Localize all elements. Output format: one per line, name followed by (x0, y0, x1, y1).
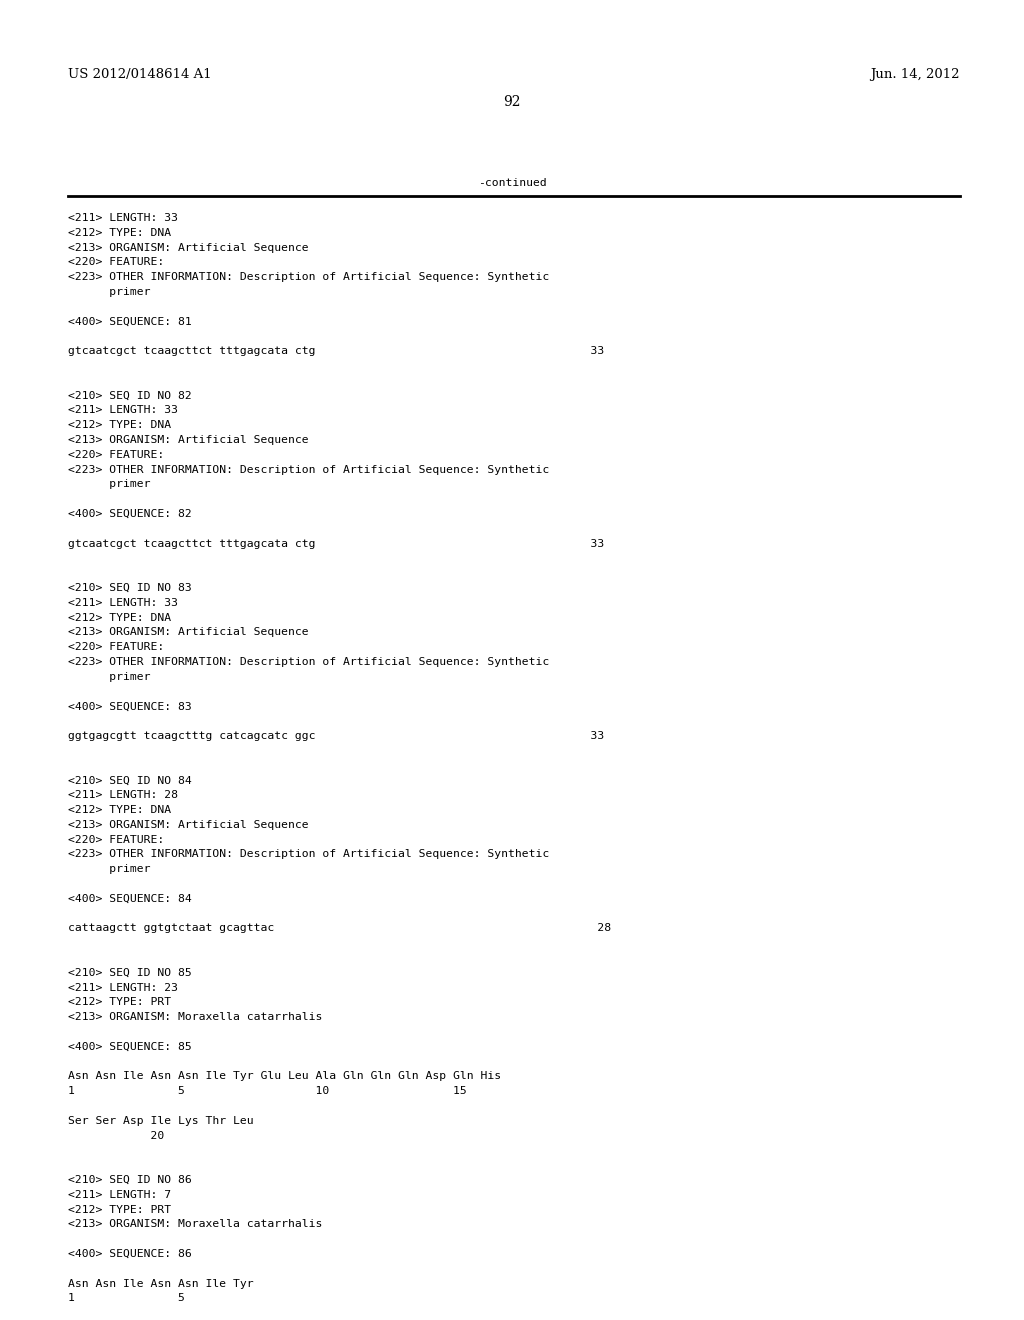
Text: Asn Asn Ile Asn Asn Ile Tyr Glu Leu Ala Gln Gln Gln Asp Gln His: Asn Asn Ile Asn Asn Ile Tyr Glu Leu Ala … (68, 1072, 501, 1081)
Text: <213> ORGANISM: Moraxella catarrhalis: <213> ORGANISM: Moraxella catarrhalis (68, 1220, 323, 1229)
Text: Ser Ser Asp Ile Lys Thr Leu: Ser Ser Asp Ile Lys Thr Leu (68, 1115, 254, 1126)
Text: <211> LENGTH: 23: <211> LENGTH: 23 (68, 982, 178, 993)
Text: cattaagctt ggtgtctaat gcagttac                                               28: cattaagctt ggtgtctaat gcagttac 28 (68, 924, 611, 933)
Text: <210> SEQ ID NO 83: <210> SEQ ID NO 83 (68, 583, 191, 593)
Text: <212> TYPE: DNA: <212> TYPE: DNA (68, 612, 171, 623)
Text: <223> OTHER INFORMATION: Description of Artificial Sequence: Synthetic: <223> OTHER INFORMATION: Description of … (68, 272, 549, 282)
Text: <211> LENGTH: 28: <211> LENGTH: 28 (68, 791, 178, 800)
Text: <400> SEQUENCE: 81: <400> SEQUENCE: 81 (68, 317, 191, 326)
Text: <400> SEQUENCE: 82: <400> SEQUENCE: 82 (68, 510, 191, 519)
Text: <210> SEQ ID NO 82: <210> SEQ ID NO 82 (68, 391, 191, 400)
Text: <213> ORGANISM: Artificial Sequence: <213> ORGANISM: Artificial Sequence (68, 820, 308, 830)
Text: Jun. 14, 2012: Jun. 14, 2012 (870, 69, 961, 81)
Text: <223> OTHER INFORMATION: Description of Artificial Sequence: Synthetic: <223> OTHER INFORMATION: Description of … (68, 657, 549, 667)
Text: <212> TYPE: DNA: <212> TYPE: DNA (68, 228, 171, 238)
Text: <400> SEQUENCE: 84: <400> SEQUENCE: 84 (68, 894, 191, 904)
Text: <220> FEATURE:: <220> FEATURE: (68, 257, 164, 268)
Text: primer: primer (68, 286, 151, 297)
Text: primer: primer (68, 865, 151, 874)
Text: <211> LENGTH: 33: <211> LENGTH: 33 (68, 405, 178, 416)
Text: <213> ORGANISM: Moraxella catarrhalis: <213> ORGANISM: Moraxella catarrhalis (68, 1012, 323, 1022)
Text: gtcaatcgct tcaagcttct tttgagcata ctg                                        33: gtcaatcgct tcaagcttct tttgagcata ctg 33 (68, 539, 604, 549)
Text: <210> SEQ ID NO 85: <210> SEQ ID NO 85 (68, 968, 191, 978)
Text: <213> ORGANISM: Artificial Sequence: <213> ORGANISM: Artificial Sequence (68, 627, 308, 638)
Text: 92: 92 (503, 95, 521, 110)
Text: <212> TYPE: DNA: <212> TYPE: DNA (68, 805, 171, 814)
Text: gtcaatcgct tcaagcttct tttgagcata ctg                                        33: gtcaatcgct tcaagcttct tttgagcata ctg 33 (68, 346, 604, 356)
Text: <212> TYPE: DNA: <212> TYPE: DNA (68, 420, 171, 430)
Text: primer: primer (68, 672, 151, 682)
Text: <210> SEQ ID NO 84: <210> SEQ ID NO 84 (68, 775, 191, 785)
Text: 1               5: 1 5 (68, 1294, 185, 1303)
Text: <213> ORGANISM: Artificial Sequence: <213> ORGANISM: Artificial Sequence (68, 436, 308, 445)
Text: <400> SEQUENCE: 86: <400> SEQUENCE: 86 (68, 1249, 191, 1259)
Text: 20: 20 (68, 1131, 164, 1140)
Text: primer: primer (68, 479, 151, 490)
Text: <220> FEATURE:: <220> FEATURE: (68, 643, 164, 652)
Text: 1               5                   10                  15: 1 5 10 15 (68, 1086, 467, 1096)
Text: <211> LENGTH: 33: <211> LENGTH: 33 (68, 213, 178, 223)
Text: <220> FEATURE:: <220> FEATURE: (68, 834, 164, 845)
Text: <213> ORGANISM: Artificial Sequence: <213> ORGANISM: Artificial Sequence (68, 243, 308, 252)
Text: <210> SEQ ID NO 86: <210> SEQ ID NO 86 (68, 1175, 191, 1185)
Text: <223> OTHER INFORMATION: Description of Artificial Sequence: Synthetic: <223> OTHER INFORMATION: Description of … (68, 849, 549, 859)
Text: US 2012/0148614 A1: US 2012/0148614 A1 (68, 69, 212, 81)
Text: <223> OTHER INFORMATION: Description of Artificial Sequence: Synthetic: <223> OTHER INFORMATION: Description of … (68, 465, 549, 475)
Text: Asn Asn Ile Asn Asn Ile Tyr: Asn Asn Ile Asn Asn Ile Tyr (68, 1279, 254, 1288)
Text: <220> FEATURE:: <220> FEATURE: (68, 450, 164, 459)
Text: <211> LENGTH: 7: <211> LENGTH: 7 (68, 1189, 171, 1200)
Text: <400> SEQUENCE: 83: <400> SEQUENCE: 83 (68, 701, 191, 711)
Text: <211> LENGTH: 33: <211> LENGTH: 33 (68, 598, 178, 607)
Text: <212> TYPE: PRT: <212> TYPE: PRT (68, 998, 171, 1007)
Text: <400> SEQUENCE: 85: <400> SEQUENCE: 85 (68, 1041, 191, 1052)
Text: <212> TYPE: PRT: <212> TYPE: PRT (68, 1205, 171, 1214)
Text: ggtgagcgtt tcaagctttg catcagcatc ggc                                        33: ggtgagcgtt tcaagctttg catcagcatc ggc 33 (68, 731, 604, 741)
Text: -continued: -continued (477, 178, 547, 187)
